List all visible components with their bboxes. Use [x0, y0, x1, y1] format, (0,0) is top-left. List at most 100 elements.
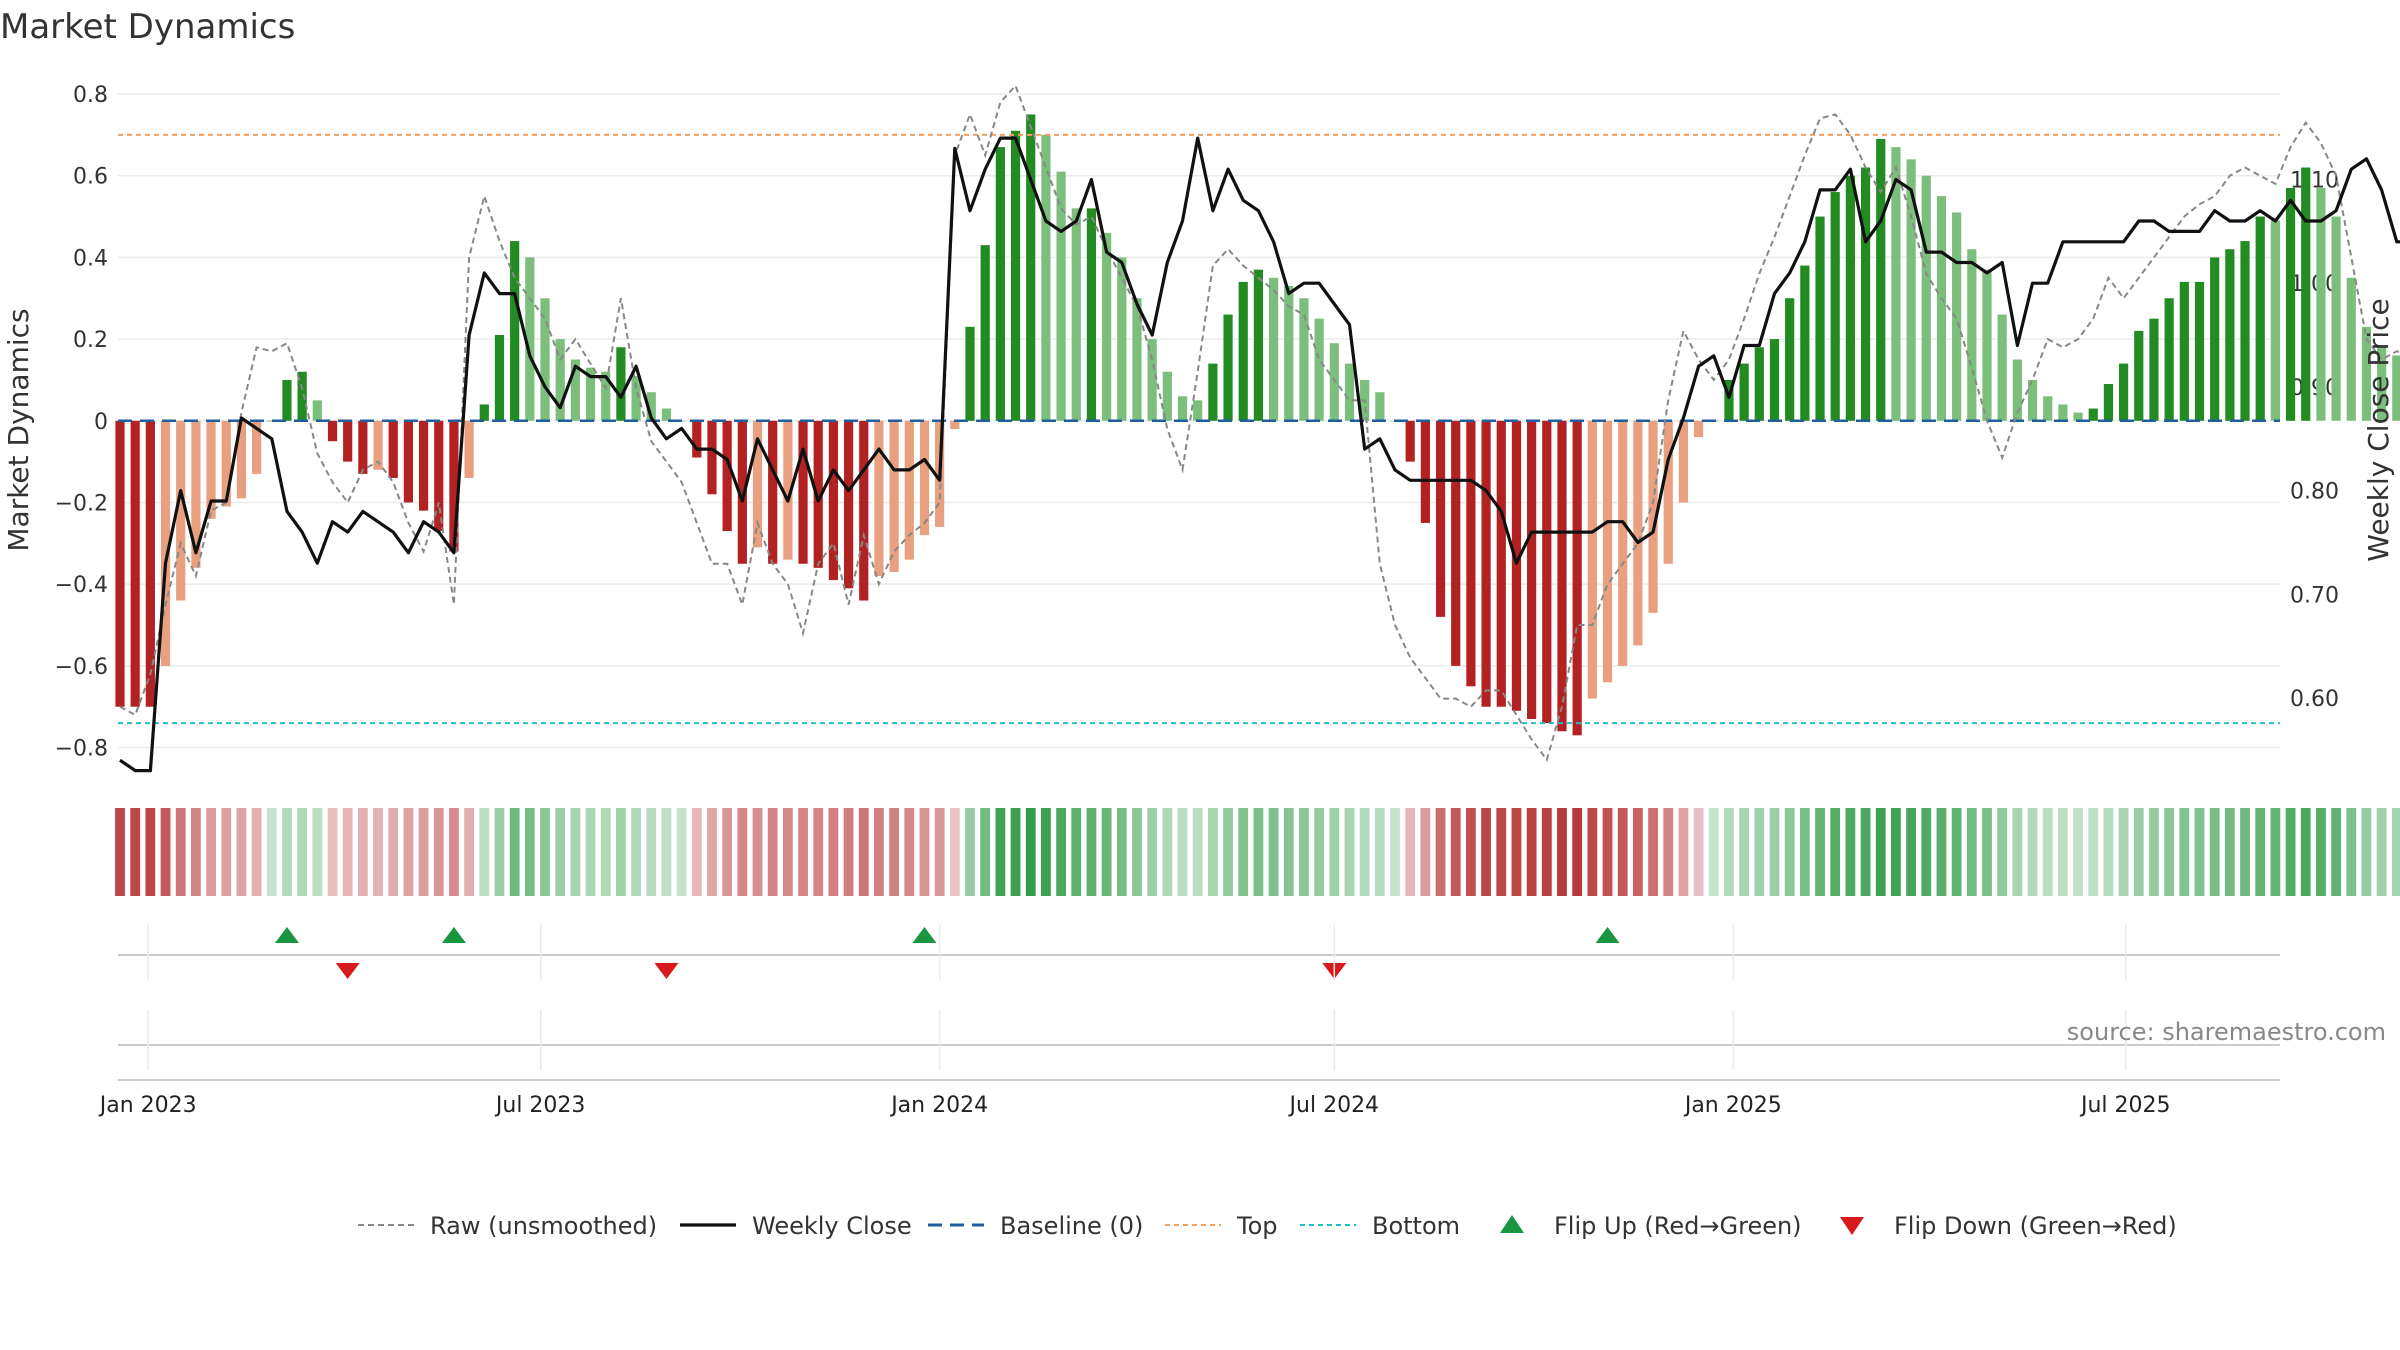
heat-cell [1041, 808, 1051, 896]
heat-cell [1784, 808, 1795, 896]
heat-cell [1481, 808, 1491, 896]
heat-cell [1299, 808, 1309, 896]
heat-cell [616, 808, 626, 896]
flip-down-marker [654, 963, 679, 979]
dynamics-bar [1117, 257, 1127, 421]
legend-label: Weekly Close [752, 1212, 912, 1240]
heat-cell [1268, 808, 1279, 896]
heat-cell [2164, 808, 2175, 896]
dynamics-bar [1268, 277, 1279, 421]
legend-swatch [1840, 1217, 1864, 1235]
dynamics-bar [1754, 347, 1764, 421]
heat-cell [843, 808, 854, 896]
dynamics-bar [236, 420, 247, 499]
heat-cell [282, 808, 292, 896]
heat-cell [949, 808, 960, 896]
heat-cell [1678, 808, 1689, 896]
dynamics-bar [1102, 232, 1112, 421]
dynamics-bar [1572, 420, 1582, 736]
heat-cell [175, 808, 186, 896]
heat-cell [1997, 808, 2008, 896]
dynamics-bar [2134, 330, 2144, 421]
raw-series-line [119, 83, 2400, 763]
heat-cell [1875, 808, 1886, 896]
heat-cell [2027, 808, 2038, 896]
dynamics-bar [889, 420, 899, 572]
dynamics-bar [1481, 420, 1491, 707]
flip-up-marker [1595, 927, 1620, 943]
dynamics-bar [2043, 396, 2053, 421]
heat-cell [464, 808, 475, 896]
flip-down-marker [335, 963, 360, 979]
dynamics-bar [1769, 339, 1780, 421]
heat-cell [1966, 808, 1977, 896]
dynamics-bar [191, 420, 201, 568]
heat-cell [2240, 808, 2250, 896]
heat-cell [236, 808, 247, 896]
heat-cell [524, 808, 535, 896]
dynamics-bar [843, 420, 854, 589]
heat-cell [433, 808, 444, 896]
y-tick-label: 0 [94, 410, 108, 435]
x-tick-label: Jul 2024 [1288, 1093, 1380, 1118]
dynamics-bar [1557, 420, 1567, 732]
dynamics-bar [2301, 167, 2311, 421]
dynamics-bar [1587, 420, 1597, 699]
heat-cell [1541, 808, 1552, 896]
heat-cell [1344, 808, 1355, 896]
chart-title: Market Dynamics [0, 7, 295, 47]
heat-cell [1982, 808, 1992, 896]
y-tick-label: 0.4 [73, 246, 108, 271]
heat-cell [646, 808, 657, 896]
dynamics-bar [1739, 363, 1749, 421]
heat-cell [767, 808, 778, 896]
heat-cell [2194, 808, 2205, 896]
dynamics-bar [403, 420, 413, 503]
dynamics-bar [1542, 420, 1552, 724]
dynamics-bar [1193, 400, 1203, 421]
dynamics-bar [813, 420, 823, 568]
heat-cell [600, 808, 611, 896]
dynamics-bar [1299, 298, 1309, 421]
dynamics-bar [1284, 285, 1294, 421]
source-credit: source: sharemaestro.com [2067, 1018, 2386, 1046]
y2-tick-label: 1.10 [2290, 169, 2339, 194]
y2-tick-label: 0.60 [2290, 687, 2339, 712]
dynamics-bar [1891, 147, 1901, 421]
dynamics-bar [2392, 355, 2400, 421]
dynamics-bar [1693, 420, 1704, 438]
dynamics-bar [206, 420, 216, 519]
legend-label: Top [1236, 1212, 1278, 1240]
dynamics-bar [2103, 384, 2114, 421]
heat-cell [1496, 808, 1507, 896]
dynamics-bar [1800, 265, 1810, 421]
legend-item: Bottom [1300, 1212, 1460, 1240]
heat-cell [782, 808, 793, 896]
dynamics-bar [343, 420, 353, 462]
heat-cell [2118, 808, 2129, 896]
x-axis-ticks: Jan 2023 Jul 2023 Jan 2024 Jul 2024 Jan 2025… [98, 1093, 2171, 1118]
legend-item: Flip Down (Green→Red) [1840, 1212, 2177, 1240]
heat-cell [631, 808, 641, 896]
dynamics-bar [2285, 187, 2296, 421]
legend-label: Baseline (0) [1000, 1212, 1143, 1240]
heat-cell [1207, 808, 1218, 896]
heat-cell [1192, 808, 1203, 896]
heat-cell [934, 808, 945, 896]
dynamics-bar [1405, 420, 1415, 462]
heat-cell [1329, 808, 1340, 896]
heat-cell [130, 808, 141, 896]
dynamics-bar [176, 420, 186, 601]
heat-cell [145, 808, 156, 896]
dynamics-bar [494, 335, 505, 421]
heat-cell [2042, 808, 2053, 896]
legend-swatch [1500, 1215, 1524, 1233]
dynamics-bar [1527, 420, 1537, 719]
dynamics-bar [919, 420, 930, 536]
heat-cell [1708, 808, 1719, 896]
dynamics-bar [145, 420, 155, 707]
dynamics-bar [1375, 392, 1385, 421]
heat-cell [494, 808, 505, 896]
dynamics-bar [2361, 326, 2372, 421]
dynamics-bar [752, 420, 763, 548]
